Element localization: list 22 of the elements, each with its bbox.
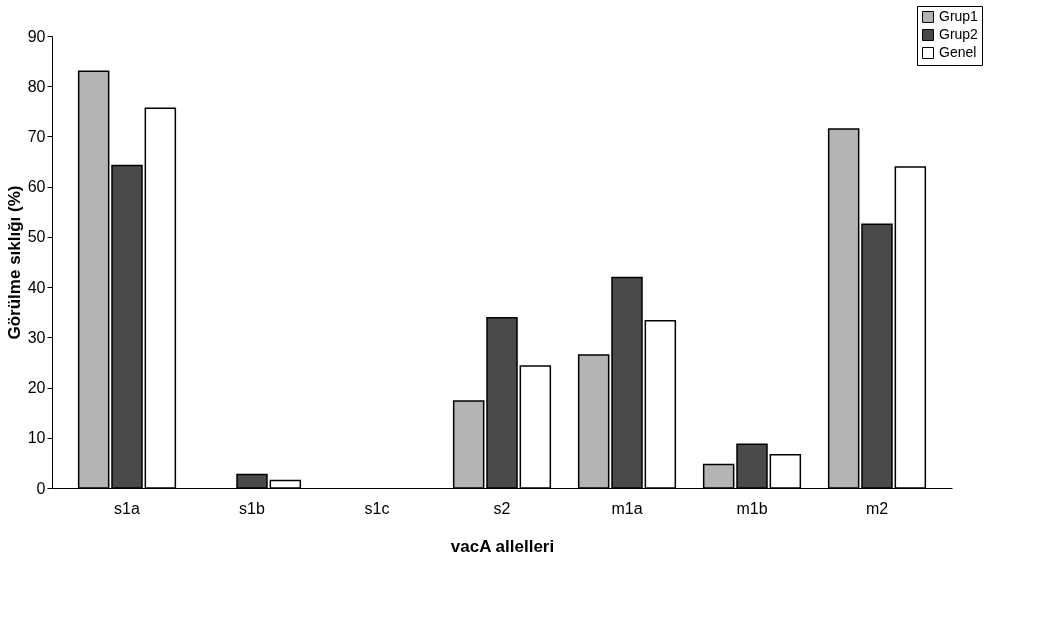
- x-tick-label: m1b: [736, 499, 768, 517]
- y-tick-label: 40: [27, 278, 46, 296]
- y-tick-label: 60: [27, 178, 46, 196]
- x-tick-label: s1a: [114, 499, 140, 517]
- y-tick-label: 70: [27, 127, 46, 145]
- x-tick-label: m2: [865, 499, 889, 517]
- legend-label: Grup2: [939, 26, 979, 42]
- y-tick-label: 80: [27, 77, 46, 95]
- y-tick-label: 30: [27, 328, 46, 346]
- y-tick-label: 20: [27, 379, 46, 397]
- legend-label: Genel: [939, 44, 977, 60]
- y-tick-label: 10: [27, 429, 46, 447]
- y-tick-label: 90: [27, 27, 46, 45]
- x-axis-title: vacA allelleri: [450, 536, 555, 556]
- x-tick-label: s1b: [239, 499, 265, 517]
- x-tick-label: s1c: [364, 499, 390, 517]
- y-tick-label: 0: [36, 479, 46, 497]
- y-axis-title: Görülme sıklığı (%): [4, 185, 24, 340]
- y-tick-label: 50: [27, 228, 46, 246]
- x-tick-label: m1a: [611, 499, 643, 517]
- x-tick-label: s2: [493, 499, 511, 517]
- legend-label: Grup1: [939, 8, 979, 24]
